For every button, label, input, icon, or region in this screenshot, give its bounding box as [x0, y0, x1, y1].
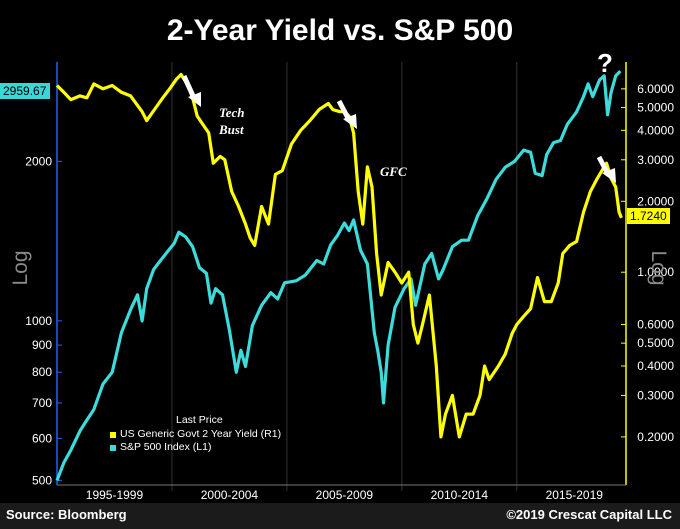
x-tick-label: 1995-1999 — [86, 488, 144, 502]
legend-label-yield: US Generic Govt 2 Year Yield (R1) — [120, 428, 282, 440]
left-tick-label: 1000 — [25, 314, 52, 328]
legend-item-sp500: S&P 500 Index (L1) — [110, 441, 281, 454]
right-tick-label: 0.6000 — [637, 317, 674, 331]
right-tick-label: 2.0000 — [637, 194, 674, 208]
series-lines — [55, 69, 623, 481]
left-axis-ticks: 500 600 700 800 900 1000 2000 — [25, 154, 62, 487]
arrow-icon-gfc — [336, 99, 357, 129]
left-tick-label: 700 — [32, 396, 52, 410]
sp500-line — [55, 69, 622, 481]
legend: Last Price US Generic Govt 2 Year Yield … — [110, 414, 281, 454]
right-tick-label: 6.0000 — [637, 82, 674, 96]
right-tick-label: 4.0000 — [637, 123, 674, 137]
left-tick-label: 800 — [32, 365, 52, 379]
sp500-last-price-badge: 2959.67 — [0, 83, 51, 99]
legend-title: Last Price — [176, 414, 223, 426]
left-tick-label: 900 — [32, 338, 52, 352]
question-mark: ? — [597, 48, 613, 78]
tech-bust-line-2: Bust — [219, 122, 244, 137]
right-tick-label: 0.2000 — [637, 430, 674, 444]
yield-line — [55, 72, 623, 439]
left-axis-label: Log — [9, 250, 32, 285]
chart-title: 2-Year Yield vs. S&P 500 — [166, 14, 514, 47]
tech-bust-annotation: Tech Bust — [219, 104, 245, 138]
footer-bar: Source: Bloomberg ©2019 Crescat Capital … — [0, 503, 680, 529]
gfc-annotation: GFC — [380, 164, 407, 179]
legend-item-yield: US Generic Govt 2 Year Yield (R1) — [110, 428, 281, 441]
x-tick-label: 2010-2014 — [431, 488, 489, 502]
right-tick-label: 1.0000 — [637, 265, 674, 279]
copyright-label: ©2019 Crescat Capital LLC — [506, 507, 672, 522]
x-tick-label: 2015-2019 — [546, 488, 604, 502]
left-tick-label: 2000 — [25, 154, 52, 168]
left-tick-label: 600 — [32, 431, 52, 445]
arrow-icon-current — [596, 155, 616, 183]
tech-bust-line-1: Tech — [219, 105, 245, 120]
right-tick-label: 0.5000 — [637, 336, 674, 350]
right-tick-label: 0.3000 — [637, 388, 674, 402]
right-axis-label: Log — [647, 250, 670, 285]
x-tick-label: 2000-2004 — [201, 488, 259, 502]
yield-last-price-badge: 1.7240 — [627, 208, 670, 224]
legend-label-sp500: S&P 500 Index (L1) — [120, 441, 212, 453]
right-tick-label: 5.0000 — [637, 101, 674, 115]
arrow-icon-tech-bust — [181, 74, 201, 107]
right-axis-ticks: 6.0000 5.0000 4.0000 3.0000 2.0000 1.0000 0.60… — [621, 82, 674, 444]
legend-swatch-sp500 — [110, 444, 116, 451]
left-tick-label: 500 — [32, 473, 52, 487]
legend-swatch-yield — [110, 431, 116, 438]
grid-lines — [171, 62, 518, 491]
right-tick-label: 3.0000 — [637, 153, 674, 167]
x-tick-label: 2005-2009 — [316, 488, 374, 502]
right-tick-label: 0.4000 — [637, 359, 674, 373]
source-label: Source: Bloomberg — [6, 507, 127, 522]
x-axis-ticks: 1995-1999 2000-2004 2005-2009 2010-2014 2015… — [86, 488, 604, 502]
